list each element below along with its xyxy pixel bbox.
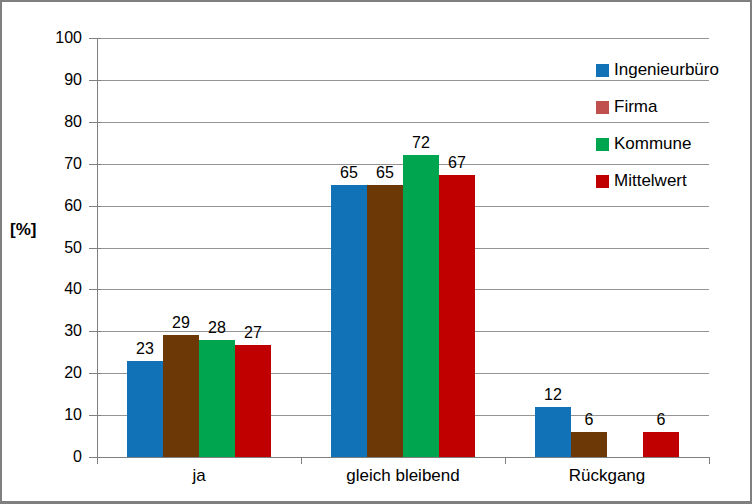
y-axis-tick bbox=[89, 289, 101, 290]
legend-item-Firma: Firma bbox=[596, 97, 657, 117]
bar-Ingenieurbüro-gleich bleibend bbox=[331, 185, 367, 457]
y-tick-label: 30 bbox=[22, 322, 82, 340]
y-tick-label: 0 bbox=[22, 448, 82, 466]
gridline bbox=[97, 122, 709, 123]
legend-item-Mittelwert: Mittelwert bbox=[596, 171, 687, 191]
legend-label: Kommune bbox=[614, 134, 691, 154]
bar-Firma-ja bbox=[163, 335, 199, 457]
y-tick-label: 50 bbox=[22, 239, 82, 257]
bar-Mittelwert-ja bbox=[235, 345, 271, 457]
legend-item-Ingenieurbüro: Ingenieurbüro bbox=[596, 60, 719, 80]
y-axis-tick bbox=[89, 38, 101, 39]
legend-label: Firma bbox=[614, 97, 657, 117]
y-tick-label: 100 bbox=[22, 29, 82, 47]
bar-Firma-gleich bleibend bbox=[367, 185, 403, 457]
bar-Kommune-gleich bleibend bbox=[403, 155, 439, 457]
x-axis-tick bbox=[505, 457, 506, 464]
legend-item-Kommune: Kommune bbox=[596, 134, 691, 154]
legend-marker-icon bbox=[596, 175, 609, 188]
gridline bbox=[97, 80, 709, 81]
y-axis-tick bbox=[89, 331, 101, 332]
y-tick-label: 60 bbox=[22, 197, 82, 215]
y-axis-title: [%] bbox=[10, 220, 36, 240]
legend-marker-icon bbox=[596, 101, 609, 114]
y-axis-tick bbox=[89, 122, 101, 123]
bar-Ingenieurbüro-ja bbox=[127, 361, 163, 457]
data-label: 6 bbox=[636, 410, 686, 429]
chart-frame: [%] IngenieurbüroFirmaKommuneMittelwert … bbox=[0, 0, 752, 504]
y-axis-tick bbox=[89, 164, 101, 165]
x-axis-tick bbox=[301, 457, 302, 464]
data-label: 72 bbox=[396, 133, 446, 152]
y-tick-label: 10 bbox=[22, 406, 82, 424]
x-axis-line bbox=[97, 457, 710, 458]
legend-marker-icon bbox=[596, 138, 609, 151]
legend-label: Ingenieurbüro bbox=[614, 60, 719, 80]
data-label: 27 bbox=[228, 323, 278, 342]
bar-Kommune-ja bbox=[199, 340, 235, 457]
bar-Firma-Rückgang bbox=[571, 432, 607, 457]
gridline bbox=[97, 38, 709, 39]
bar-Mittelwert-gleich bleibend bbox=[439, 175, 475, 457]
y-axis-tick bbox=[89, 415, 101, 416]
x-axis-tick bbox=[709, 457, 710, 464]
data-label: 12 bbox=[528, 385, 578, 404]
legend-label: Mittelwert bbox=[614, 171, 687, 191]
y-axis-line bbox=[97, 38, 98, 458]
y-tick-label: 90 bbox=[22, 71, 82, 89]
y-tick-label: 80 bbox=[22, 113, 82, 131]
x-tick-label: ja bbox=[97, 466, 301, 486]
x-tick-label: Rückgang bbox=[505, 466, 709, 486]
y-tick-label: 40 bbox=[22, 280, 82, 298]
y-axis-tick bbox=[89, 373, 101, 374]
x-tick-label: gleich bleibend bbox=[301, 466, 505, 486]
data-label: 6 bbox=[564, 410, 614, 429]
bar-Mittelwert-Rückgang bbox=[643, 432, 679, 457]
data-label: 67 bbox=[432, 153, 482, 172]
y-axis-tick bbox=[89, 80, 101, 81]
y-axis-tick bbox=[89, 248, 101, 249]
x-axis-tick bbox=[97, 457, 98, 464]
legend-marker-icon bbox=[596, 64, 609, 77]
y-tick-label: 70 bbox=[22, 155, 82, 173]
y-axis-tick bbox=[89, 206, 101, 207]
y-tick-label: 20 bbox=[22, 364, 82, 382]
